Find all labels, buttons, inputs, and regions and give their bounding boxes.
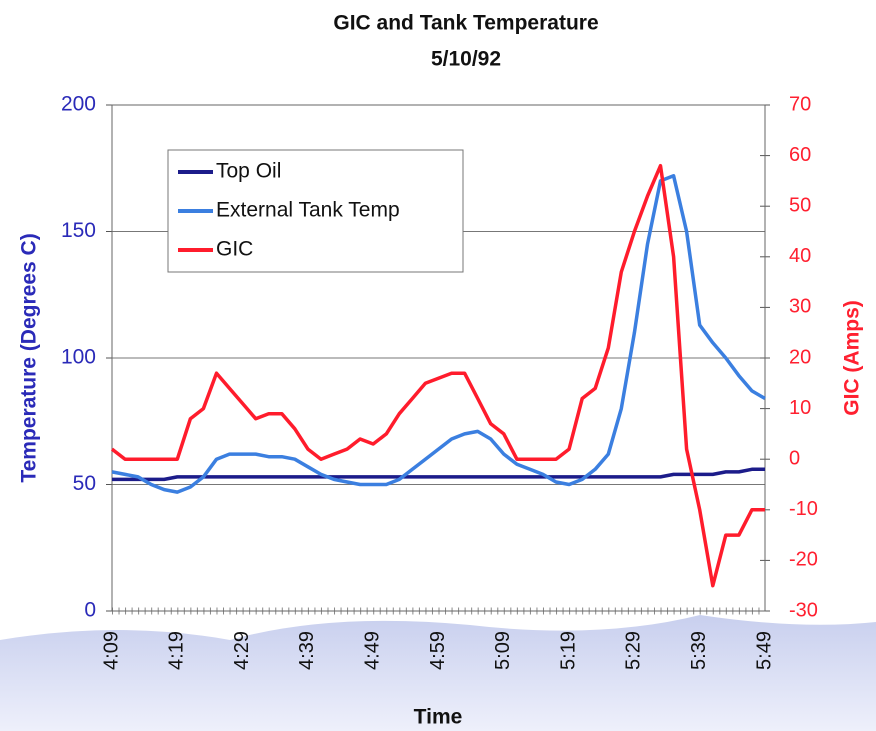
series-line [111,174,766,494]
chart-subtitle: 5/10/92 [431,48,501,71]
y2-tick-label: -20 [789,549,818,571]
x-tick-label: 4:19 [166,631,188,670]
y2-tick-label: 10 [789,397,811,419]
y2-tick-label: 0 [789,447,800,469]
series-line [112,467,765,482]
x-tick-label: 4:39 [296,631,318,670]
y-tick-label: 100 [61,346,96,369]
y2-tick-label: 20 [789,346,811,368]
x-tick-label: 5:49 [753,631,775,670]
y2-tick-label: 50 [789,194,811,216]
x-tick-label: 5:09 [492,631,514,670]
x-axis-label: Time [414,706,463,729]
x-tick-label: 5:29 [623,631,645,670]
plot-frame [111,104,766,612]
y2-tick-label: -10 [789,498,818,520]
x-tick-label: 4:59 [427,631,449,670]
x-tick-label: 4:09 [100,631,122,670]
y-tick-label: 200 [61,93,96,116]
x-tick-label: 5:39 [688,631,710,670]
y-tick-label: 0 [84,599,96,622]
legend-label: External Tank Temp [216,199,400,222]
legend-label: GIC [216,238,253,261]
y-axis-label: Temperature (Degrees C) [18,233,41,482]
background-hills [0,615,876,731]
y2-tick-label: 30 [789,296,811,318]
y2-tick-label: 60 [789,144,811,166]
legend-label: Top Oil [216,160,281,183]
y-tick-label: 50 [73,472,96,495]
chart-title: GIC and Tank Temperature [333,12,598,35]
y2-tick-label: -30 [789,599,818,621]
series-line [110,163,765,588]
y2-axis-label: GIC (Amps) [841,300,864,416]
x-tick-label: 5:19 [557,631,579,670]
x-tick-label: 4:49 [361,631,383,670]
x-tick-label: 4:29 [231,631,253,670]
y-tick-label: 150 [61,219,96,242]
y2-tick-label: 40 [789,245,811,267]
legend-box [167,149,464,273]
y2-tick-label: 70 [789,93,811,115]
